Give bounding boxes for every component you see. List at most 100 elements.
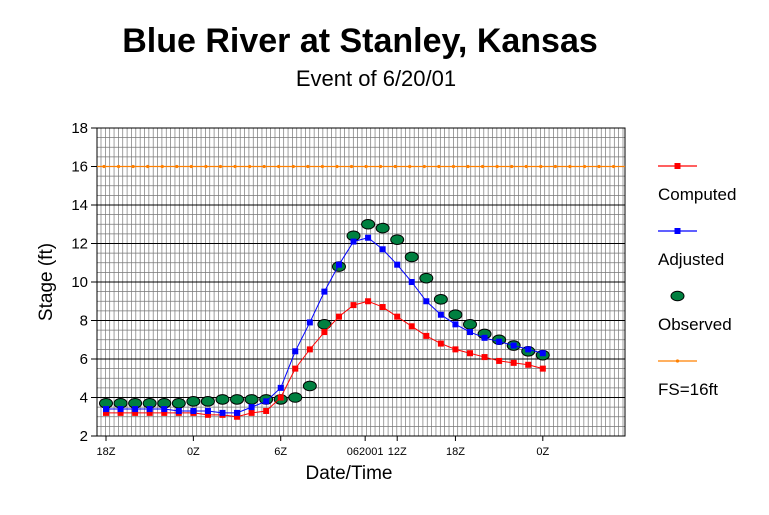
point-adjusted: [525, 346, 532, 353]
point-fs-16ft: [364, 164, 368, 169]
point-fs-16ft: [248, 164, 252, 169]
point-observed: [215, 394, 230, 405]
point-adjusted: [219, 409, 226, 416]
x-tick-label: 12Z: [388, 446, 407, 458]
y-axis-label: Stage (ft): [36, 243, 57, 321]
point-adjusted: [539, 350, 546, 357]
point-adjusted: [234, 409, 241, 416]
point-computed: [103, 409, 109, 416]
point-fs-16ft: [233, 164, 237, 169]
point-fs-16ft: [175, 164, 179, 169]
point-computed: [234, 413, 241, 420]
point-computed: [452, 346, 459, 353]
x-axis-label: Date/Time: [306, 463, 393, 484]
legend: Computed Adjusted Observed FS=16ft: [658, 163, 736, 399]
point-computed: [321, 329, 328, 336]
point-fs-16ft: [218, 164, 223, 169]
point-fs-16ft: [437, 164, 441, 169]
point-computed: [394, 313, 401, 320]
point-fs-16ft: [335, 164, 339, 169]
point-adjusted: [263, 398, 270, 405]
point-observed: [361, 218, 376, 230]
point-observed: [463, 319, 477, 330]
point-observed: [448, 309, 463, 321]
legend-marker-computed: [674, 163, 681, 169]
point-adjusted: [394, 261, 401, 268]
y-tick-label: 2: [80, 428, 88, 445]
point-computed: [408, 323, 415, 330]
point-fs-16ft: [102, 164, 106, 169]
point-computed: [481, 354, 488, 361]
point-adjusted: [321, 288, 328, 295]
y-axis: 2 4 6 8 10 12 14 16 18: [71, 120, 97, 445]
point-observed: [186, 396, 201, 407]
point-observed: [302, 380, 317, 392]
point-fs-16ft: [320, 164, 324, 169]
point-fs-16ft: [597, 164, 601, 169]
chart-subtitle: Event of 6/20/01: [296, 66, 456, 91]
point-fs-16ft: [262, 164, 266, 169]
point-fs-16ft: [379, 164, 383, 169]
point-computed: [132, 409, 139, 416]
point-fs-16ft: [204, 164, 208, 169]
point-fs-16ft: [480, 164, 485, 169]
y-tick-label: 14: [71, 197, 88, 214]
point-fs-16ft: [349, 164, 354, 169]
point-fs-16ft: [568, 164, 572, 169]
legend-marker-fs-16ft: [675, 359, 680, 363]
point-observed: [390, 234, 405, 245]
point-adjusted: [117, 406, 124, 413]
point-computed: [539, 365, 546, 372]
point-fs-16ft: [466, 164, 470, 169]
point-observed: [288, 392, 303, 403]
point-adjusted: [335, 261, 342, 268]
x-tick-label: 0Z: [536, 446, 549, 458]
point-observed: [419, 272, 434, 284]
y-tick-label: 16: [71, 159, 88, 176]
chart-title: Blue River at Stanley, Kansas: [122, 22, 598, 60]
point-computed: [467, 350, 473, 357]
point-computed: [496, 357, 503, 364]
point-computed: [292, 365, 299, 372]
y-tick-label: 8: [80, 313, 88, 330]
series-group: [97, 164, 625, 420]
point-adjusted: [408, 279, 415, 285]
point-observed: [244, 394, 259, 405]
point-computed: [423, 332, 430, 339]
y-tick-label: 10: [71, 274, 88, 291]
point-adjusted: [175, 407, 182, 414]
point-observed: [433, 294, 448, 305]
legend-marker-observed: [670, 290, 685, 302]
point-fs-16ft: [160, 164, 164, 169]
point-computed: [437, 340, 444, 347]
point-adjusted: [510, 342, 517, 349]
point-computed: [204, 411, 211, 418]
point-fs-16ft: [189, 164, 193, 169]
point-fs-16ft: [408, 164, 412, 169]
point-fs-16ft: [277, 164, 281, 169]
point-adjusted: [437, 311, 444, 318]
point-computed: [350, 302, 357, 309]
point-adjusted: [190, 407, 197, 414]
point-observed: [404, 251, 419, 263]
point-fs-16ft: [495, 164, 499, 169]
y-tick-label: 6: [80, 351, 88, 368]
legend-label-computed: Computed: [658, 185, 736, 204]
point-fs-16ft: [291, 164, 295, 169]
point-computed: [335, 313, 342, 320]
point-fs-16ft: [306, 164, 310, 169]
point-computed: [117, 409, 124, 416]
point-adjusted: [496, 338, 503, 345]
point-fs-16ft: [582, 164, 587, 169]
point-computed: [248, 409, 255, 416]
y-tick-label: 4: [80, 390, 88, 407]
point-observed: [375, 222, 390, 234]
point-fs-16ft: [553, 164, 557, 169]
x-tick-label: 6Z: [274, 446, 287, 458]
x-tick-label: 0Z: [187, 446, 200, 458]
point-fs-16ft: [422, 164, 426, 169]
point-computed: [365, 298, 372, 305]
point-adjusted: [277, 384, 284, 391]
grid: [97, 128, 625, 436]
